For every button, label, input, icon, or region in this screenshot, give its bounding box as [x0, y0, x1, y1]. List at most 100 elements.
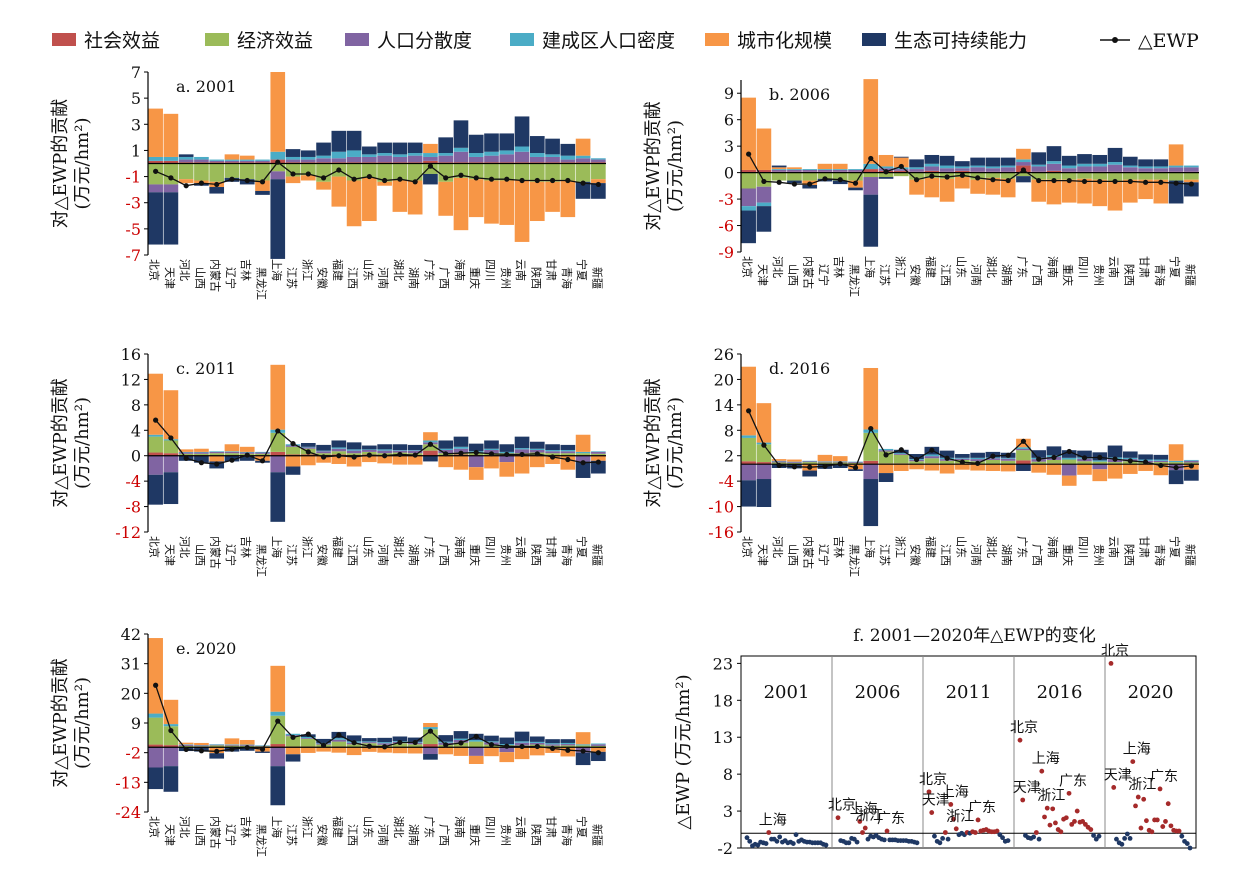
y-tick-label: -13: [115, 773, 141, 792]
bar-social: [285, 454, 301, 456]
bar-dispersion: [377, 743, 392, 745]
legend-item: 生态可持续能力: [862, 30, 1027, 52]
year-label: 2020: [1128, 682, 1174, 703]
bar-eco: [423, 173, 438, 185]
scatter-point: [1165, 801, 1171, 807]
bar-eco: [1153, 159, 1169, 167]
bar-density: [285, 733, 301, 736]
ewp-point: [1112, 178, 1118, 185]
bar-density: [741, 435, 756, 438]
bar-social: [529, 162, 545, 164]
x-tick-label: 新疆: [1183, 264, 1197, 286]
x-tick-label: 内蒙古: [209, 816, 223, 849]
bar-urban: [300, 175, 316, 181]
x-tick-label: 河北: [771, 536, 784, 558]
bar-dispersion: [863, 177, 879, 195]
y-axis-unit: (万元/hm²): [72, 677, 93, 769]
bar-social: [741, 169, 756, 173]
x-tick-label: 内蒙古: [802, 256, 816, 289]
x-tick-label: 江西: [939, 264, 952, 286]
scatter-point: [1108, 660, 1114, 666]
bar-economic: [468, 741, 484, 748]
x-tick-label: 贵州: [499, 544, 512, 566]
x-tick-label: 江苏: [878, 264, 891, 286]
bar-social: [545, 162, 560, 164]
bar-density: [407, 153, 423, 156]
bar-eco: [575, 752, 591, 766]
x-tick-label: 浙江: [893, 256, 906, 278]
bar-economic: [224, 163, 240, 178]
bar-eco: [970, 157, 985, 166]
ewp-point: [168, 727, 174, 734]
scatter-point: [1135, 794, 1141, 800]
x-tick-label: 北京: [148, 816, 162, 838]
y-tick-label: 8: [724, 421, 734, 440]
scatter-point: [1072, 819, 1077, 824]
y-axis-label: 对△EWP的贡献: [643, 101, 664, 231]
bar-urban: [1168, 144, 1184, 166]
bar-eco: [848, 187, 863, 191]
bar-urban: [316, 747, 331, 752]
bar-density: [529, 153, 545, 157]
bar-density: [163, 156, 179, 161]
bar-dispersion: [468, 455, 484, 468]
bar-density: [1168, 460, 1184, 463]
bar-dispersion: [1092, 464, 1108, 470]
bar-dispersion: [1107, 164, 1123, 172]
bar-urban: [453, 747, 469, 756]
ewp-point: [822, 176, 828, 182]
scatter-point: [914, 840, 920, 846]
ewp-point: [275, 159, 281, 165]
bar-density: [392, 154, 408, 157]
bar-eco: [316, 444, 331, 451]
bar-economic: [893, 454, 909, 464]
x-tick-label: 湖南: [1000, 264, 1013, 286]
y-tick-label: 0: [724, 164, 734, 183]
y-tick-label: -9: [718, 243, 734, 262]
y-tick-label: 12: [121, 370, 141, 389]
ewp-point: [1188, 181, 1194, 187]
bar-density: [591, 743, 606, 745]
ewp-point: [244, 744, 250, 751]
bar-urban: [1092, 469, 1108, 482]
bar-dispersion: [178, 744, 194, 746]
bar-urban: [407, 180, 423, 215]
bar-dispersion: [802, 461, 818, 463]
bar-economic: [924, 458, 940, 464]
bar-eco: [346, 442, 362, 450]
bar-economic: [423, 729, 438, 745]
x-tick-label: 湖南: [407, 824, 420, 846]
bar-urban: [423, 432, 438, 441]
bar-urban: [178, 179, 194, 184]
bar-eco: [468, 443, 484, 452]
bar-urban: [1122, 464, 1138, 474]
bar-dispersion: [1153, 460, 1169, 463]
bar-eco: [499, 737, 515, 745]
bar-density: [514, 448, 530, 450]
bar-economic: [300, 163, 316, 176]
bar-economic: [148, 717, 163, 745]
bar-dispersion: [148, 184, 163, 193]
ewp-point: [153, 417, 159, 423]
bar-social: [270, 744, 286, 748]
x-tick-label: 浙江: [893, 536, 906, 558]
y-tick-label: 5: [131, 89, 141, 108]
bar-urban: [1122, 179, 1138, 203]
bar-economic: [194, 746, 209, 748]
x-tick-label: 河北: [178, 259, 191, 281]
x-tick-label: 江苏: [285, 267, 298, 289]
bar-dispersion: [817, 461, 833, 463]
ewp-point: [791, 464, 798, 470]
x-tick-label: 辽宁: [817, 544, 831, 566]
bar-eco: [148, 767, 163, 790]
x-tick-label: 湖北: [392, 816, 405, 838]
bar-density: [377, 153, 392, 156]
point-annotation: 北京: [919, 772, 947, 788]
bar-eco: [1138, 454, 1153, 460]
bar-eco: [362, 146, 377, 155]
bar-dispersion: [787, 462, 802, 463]
bar-economic: [468, 163, 484, 180]
bar-urban: [453, 177, 469, 231]
bar-economic: [985, 172, 1001, 178]
x-tick-label: 吉林: [832, 536, 846, 558]
